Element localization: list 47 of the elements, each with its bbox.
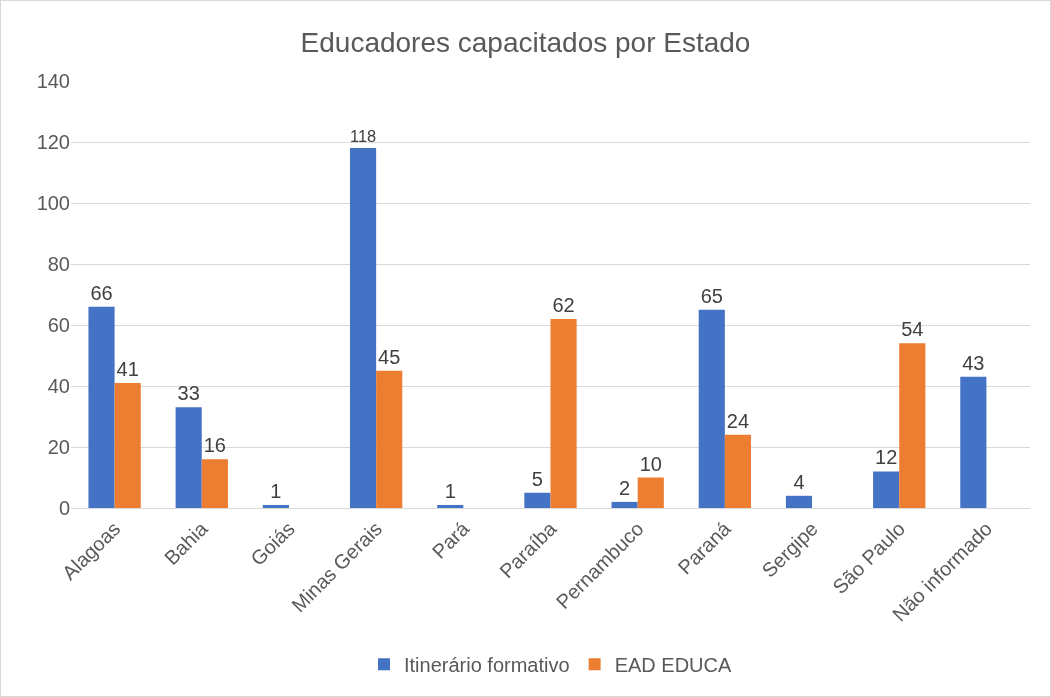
bar — [524, 492, 551, 508]
data-label: 62 — [552, 293, 575, 316]
bar — [262, 504, 289, 508]
data-label: 66 — [90, 281, 113, 304]
bar — [376, 370, 403, 508]
data-label: 24 — [726, 409, 750, 432]
bar — [899, 343, 926, 508]
bar — [611, 501, 638, 508]
bar — [175, 407, 202, 508]
data-label: 1 — [270, 479, 282, 502]
data-label: 43 — [962, 351, 985, 374]
y-tick-label: 40 — [47, 375, 70, 397]
bar — [873, 471, 900, 508]
legend-label: Itinerário formativo — [404, 653, 570, 676]
data-label: 5 — [531, 467, 543, 490]
bar — [201, 459, 228, 508]
data-label: 2 — [619, 476, 631, 499]
data-label: 33 — [177, 382, 200, 405]
bar — [785, 495, 813, 508]
data-label: 16 — [203, 434, 226, 457]
data-label: 45 — [378, 345, 401, 368]
y-tick-label: 20 — [47, 436, 70, 458]
y-tick-label: 140 — [36, 70, 70, 92]
chart-title: Educadores capacitados por Estado — [300, 26, 751, 58]
data-label: 1 — [444, 479, 456, 502]
bar — [550, 318, 577, 508]
data-label: 10 — [639, 452, 662, 475]
bar — [437, 504, 464, 508]
y-tick-label: 0 — [58, 497, 70, 519]
data-label: 118 — [349, 126, 377, 145]
data-label: 54 — [901, 318, 924, 341]
data-label: 65 — [700, 284, 723, 307]
bar — [88, 306, 115, 508]
y-tick-label: 120 — [36, 131, 70, 153]
bar — [960, 376, 987, 508]
bar — [698, 309, 725, 508]
legend-label: EAD EDUCA — [614, 653, 732, 676]
bar — [349, 148, 377, 508]
bar — [637, 477, 664, 508]
data-label: 4 — [793, 470, 805, 493]
data-label: 12 — [875, 446, 898, 469]
y-tick-label: 100 — [36, 192, 70, 214]
y-tick-label: 80 — [47, 253, 70, 275]
bar — [114, 382, 141, 508]
bar — [724, 434, 752, 508]
data-label: 41 — [116, 357, 139, 380]
y-tick-label: 60 — [47, 314, 70, 336]
